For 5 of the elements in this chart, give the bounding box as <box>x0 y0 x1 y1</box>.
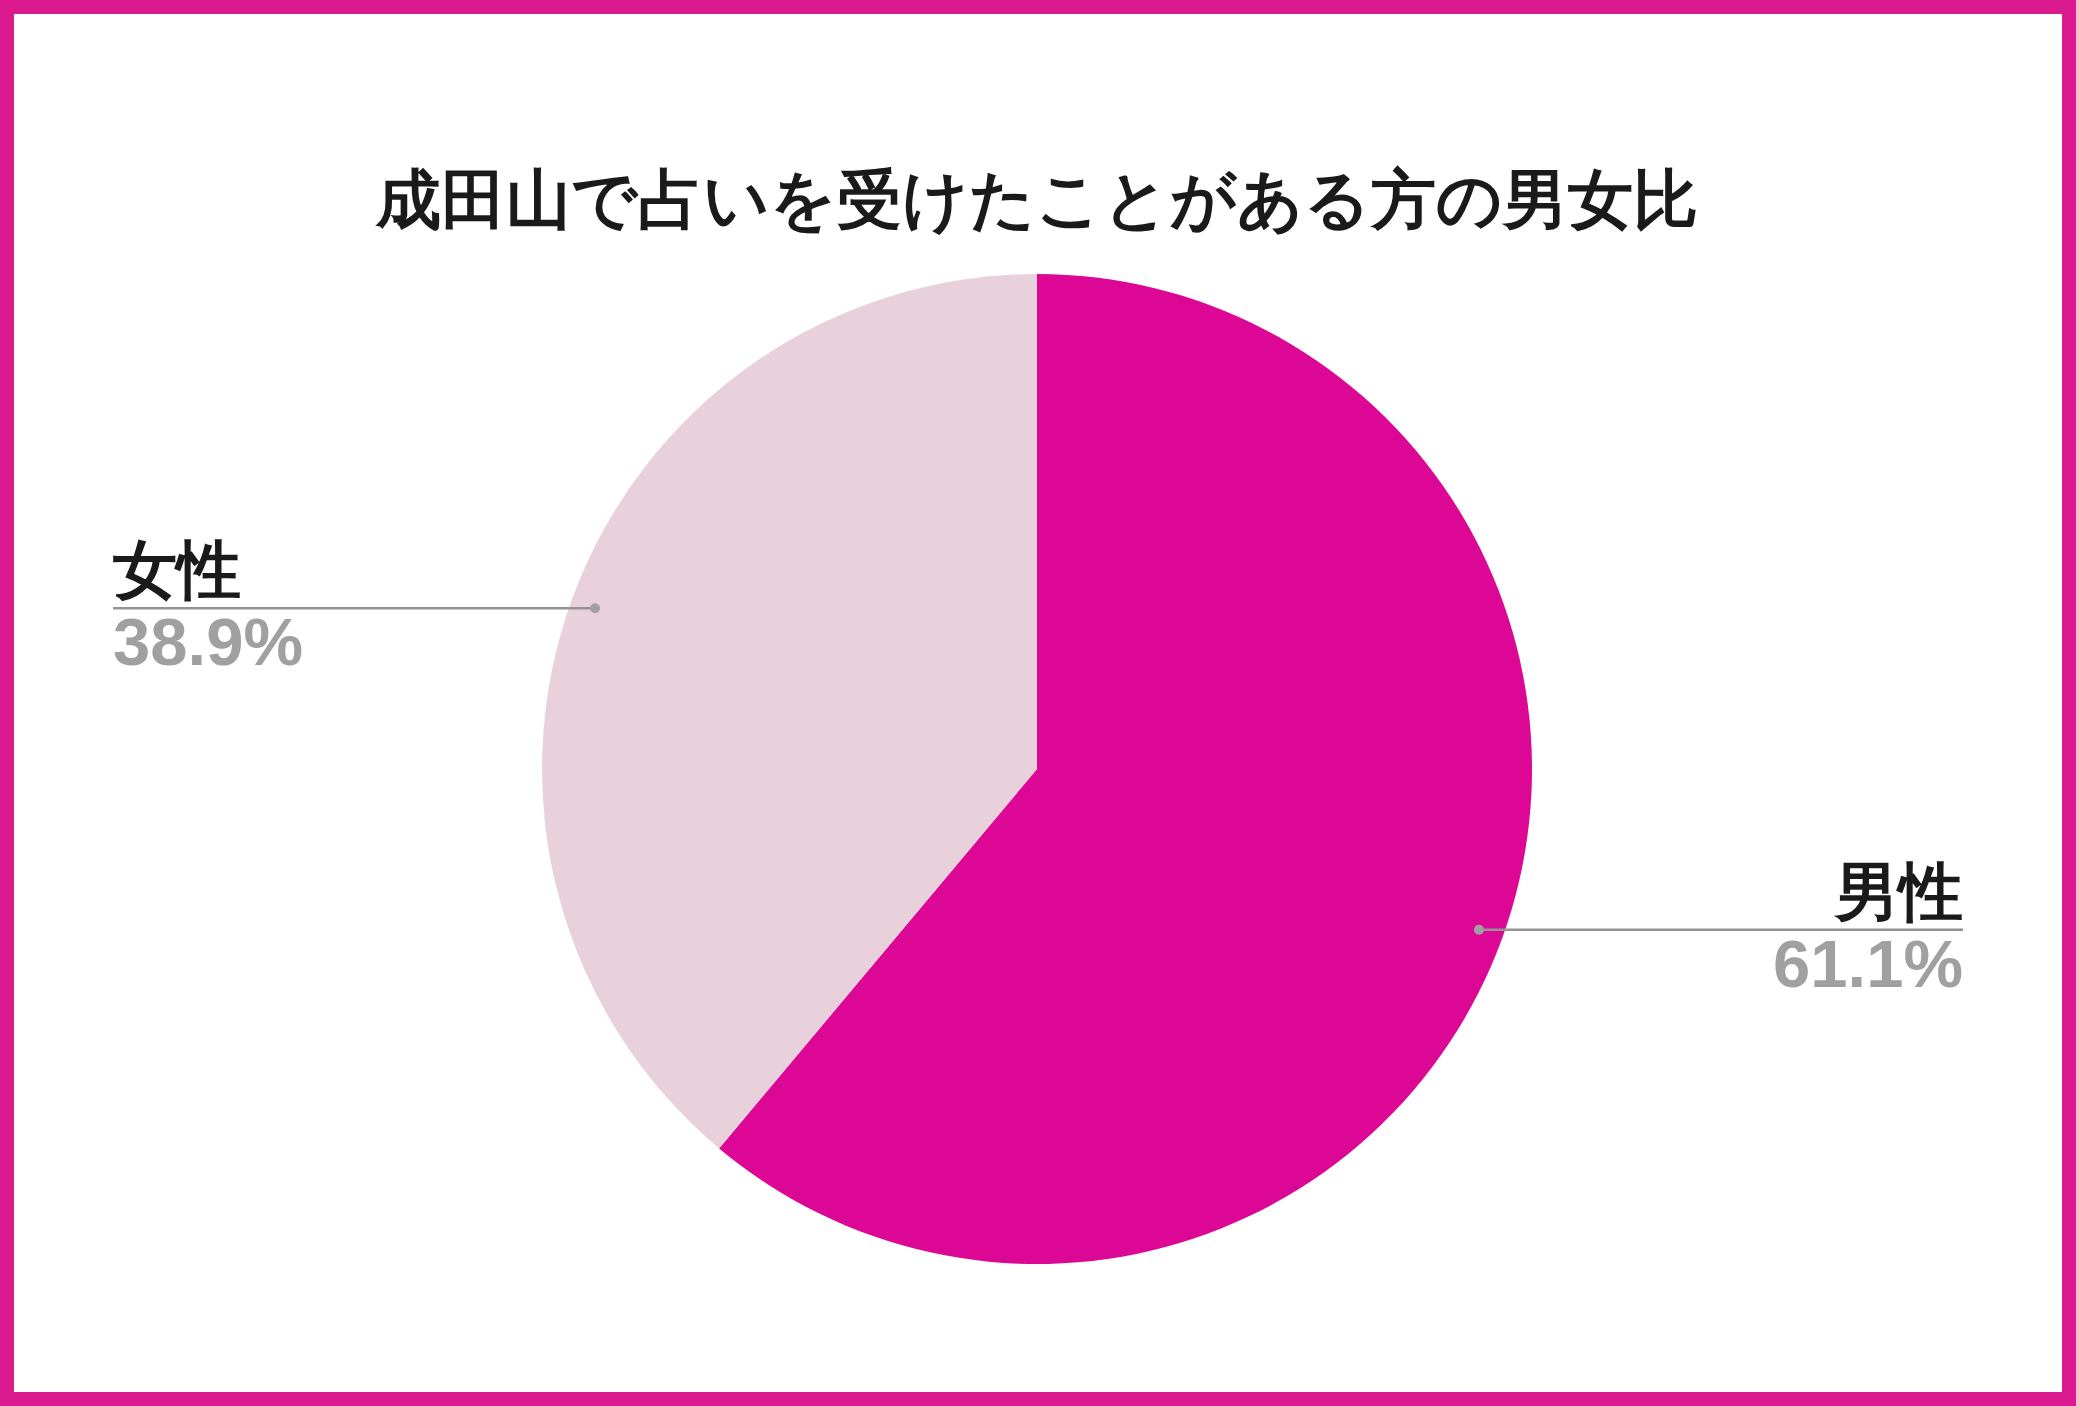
category-label: 男性 <box>1835 855 1963 928</box>
category-label: 女性 <box>113 534 241 607</box>
value-label: 38.9% <box>113 604 303 680</box>
value-label: 61.1% <box>1773 925 1963 1001</box>
title: 成田山で占いを受けたことがある方の男女比 <box>376 163 1698 236</box>
